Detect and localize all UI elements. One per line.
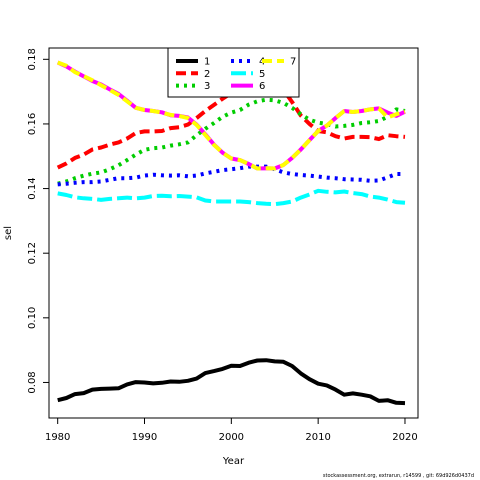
y-axis-label: sel (3, 226, 14, 240)
legend: 1234567 (167, 47, 300, 98)
x-axis: 1980 1990 2000 2010 2020 (45, 417, 418, 443)
legend-label-1: 1 (204, 57, 210, 68)
y-tick-label-0.08: 0.08 (27, 371, 38, 393)
plot-frame (48, 47, 419, 419)
y-axis: 0.08 0.10 0.12 0.14 0.16 0.18 (27, 48, 50, 394)
series-line-7 (56, 60, 406, 171)
series-line-4 (57, 164, 405, 187)
footer-credit: stockassessment.org, extrarun, r14599 , … (322, 473, 474, 479)
series-line-5 (57, 188, 406, 207)
series-line-2 (56, 81, 406, 170)
x-tick-label-1980: 1980 (45, 432, 70, 443)
y-tick-label-0.10: 0.10 (27, 307, 38, 329)
y-tick-label-0.14: 0.14 (27, 177, 38, 199)
x-tick-label-2010: 2010 (305, 432, 330, 443)
y-tick-label-0.18: 0.18 (27, 48, 38, 70)
x-tick-label-1990: 1990 (132, 432, 157, 443)
y-tick-label-0.12: 0.12 (27, 242, 38, 264)
y-tick-label-0.16: 0.16 (27, 113, 38, 135)
series-line-1 (57, 358, 406, 406)
legend-label-6: 6 (259, 81, 265, 92)
x-tick-label-2000: 2000 (219, 432, 244, 443)
x-axis-label: Year (222, 456, 245, 467)
legend-label-3: 3 (204, 81, 210, 92)
legend-label-7: 7 (290, 57, 296, 68)
x-tick-label-2020: 2020 (392, 432, 417, 443)
legend-label-5: 5 (259, 69, 265, 80)
legend-label-2: 2 (204, 69, 210, 80)
series-layer (56, 60, 406, 406)
